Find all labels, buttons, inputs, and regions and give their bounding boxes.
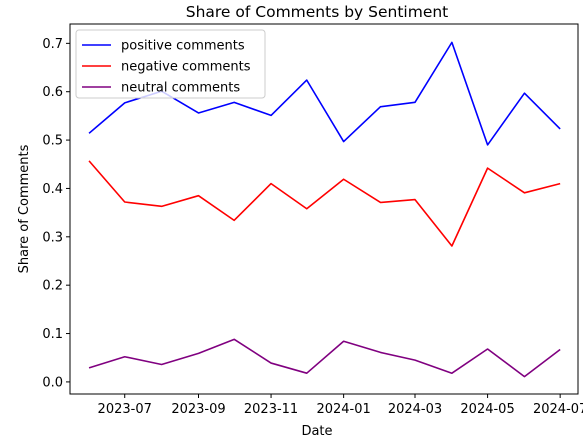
x-tick-label: 2023-11 xyxy=(244,402,298,417)
y-tick-label: 0.2 xyxy=(42,279,63,294)
legend-label-0: positive comments xyxy=(121,39,245,54)
y-axis-label: Share of Comments xyxy=(17,144,32,273)
y-tick-label: 0.3 xyxy=(42,230,63,245)
series-line-1 xyxy=(88,160,561,247)
series-line-2 xyxy=(88,338,561,378)
x-axis-label: Date xyxy=(301,424,332,439)
legend-box xyxy=(75,29,266,99)
y-tick-label: 0.5 xyxy=(42,134,63,149)
y-tick-label: 0.4 xyxy=(42,182,63,197)
y-tick-label: 0.6 xyxy=(42,85,63,100)
y-tick-label: 0.1 xyxy=(42,327,63,342)
y-tick-label: 0.0 xyxy=(42,375,63,390)
x-tick-label: 2024-07 xyxy=(533,402,583,417)
chart-title: Share of Comments by Sentiment xyxy=(186,3,449,21)
y-tick-label: 0.7 xyxy=(42,37,63,52)
x-tick-label: 2023-09 xyxy=(171,402,225,417)
x-tick-label: 2024-05 xyxy=(460,402,514,417)
y-axis: 0.0 0.1 0.2 0.3 0.4 0.5 0.6 0.7 xyxy=(42,37,70,390)
legend-label-1: negative comments xyxy=(121,60,251,75)
legend-label-2: neutral comments xyxy=(121,81,240,96)
x-tick-label: 2023-07 xyxy=(98,402,152,417)
x-axis: 2023-07 2023-09 2023-11 2024-01 2024-03 2024-… xyxy=(98,394,583,417)
x-tick-label: 2024-03 xyxy=(388,402,442,417)
legend: positive comments negative comments neutra… xyxy=(75,29,266,99)
x-tick-label: 2024-01 xyxy=(316,402,370,417)
plot-area-frame xyxy=(69,23,579,395)
